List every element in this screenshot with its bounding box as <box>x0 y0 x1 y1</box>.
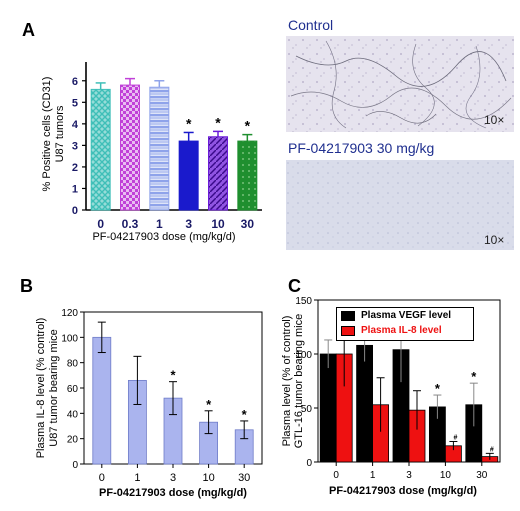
chart-b-y-tick-label: 40 <box>67 409 79 420</box>
chart-c-y-tick-label: 0 <box>306 458 312 469</box>
chart-c-x-tick-label: 10 <box>440 470 452 481</box>
chart-a-significance: * <box>215 114 221 130</box>
chart-a-x-tick-label: 10 <box>211 217 225 231</box>
chart-c-significance: # <box>490 446 494 453</box>
chart-a-xlabel: PF-04217903 dose (mg/kg/d) <box>92 231 235 243</box>
chart-b-x-tick-label: 1 <box>134 472 140 484</box>
chart-a-x-tick-label: 1 <box>156 217 163 231</box>
panel-b-letter: B <box>20 276 33 296</box>
chart-a-x-tick-label: 0 <box>97 217 104 231</box>
chart-a-ylabel: % Positive cells (CD31) <box>41 77 53 192</box>
panel-c-letter: C <box>288 276 301 296</box>
panel-a-letter: A <box>22 20 35 40</box>
chart-b-x-tick-label: 10 <box>202 472 214 484</box>
chart-b-y-tick-label: 60 <box>67 384 79 395</box>
chart-a-y-tick-label: 0 <box>72 205 78 217</box>
micrograph-control-title: Control <box>288 17 334 33</box>
chart-c-significance: * <box>471 369 477 384</box>
legend-label-vegf: Plasma VEGF level <box>361 310 452 321</box>
chart-b-x-tick-label: 30 <box>238 472 250 484</box>
chart-c-x-tick-label: 30 <box>476 470 488 481</box>
micrograph-treated-image <box>286 160 514 250</box>
micrograph-control-image <box>286 36 514 132</box>
legend-label-il8: Plasma IL-8 level <box>361 325 442 336</box>
chart-a-x-tick-label: 0.3 <box>122 217 139 231</box>
chart-a-significance: * <box>245 118 251 134</box>
chart-c-legend: Plasma VEGF level Plasma IL-8 level <box>336 307 474 341</box>
chart-b-xlabel: PF-04217903 dose (mg/kg/d) <box>99 487 247 499</box>
chart-c-y-tick-label: 50 <box>301 404 313 415</box>
chart-c-bar-vegf <box>319 353 337 463</box>
micrograph-treated-mag: 10× <box>484 233 505 247</box>
chart-b-y-tick-label: 120 <box>61 308 78 319</box>
chart-a-ylabel-2: U87 tumors <box>54 105 66 162</box>
chart-c-x-tick-label: 1 <box>370 470 376 481</box>
micrograph-treated-title: PF-04217903 30 mg/kg <box>288 140 435 156</box>
chart-b-y-tick-label: 0 <box>72 460 78 471</box>
legend-swatch-vegf <box>341 310 355 321</box>
chart-a-y-tick-label: 3 <box>72 140 78 152</box>
chart-b-ylabel-2: U87 tumor bearing mice <box>48 329 60 446</box>
chart-c-bar-vegf <box>356 344 374 463</box>
chart-c-y-tick-label: 100 <box>295 350 312 361</box>
chart-c-xlabel: PF-04217903 dose (mg/kg/d) <box>329 485 477 497</box>
chart-a-x-tick-label: 3 <box>185 217 192 231</box>
chart-c-ylabel-2: GTL-16 tumor bearing mice <box>293 314 305 449</box>
micrograph-treated <box>286 160 514 250</box>
chart-c-x-tick-label: 3 <box>406 470 412 481</box>
chart-b-y-tick-label: 80 <box>67 359 79 370</box>
chart-c-ylabel: Plasma level (% of control) <box>281 316 293 447</box>
chart-b-y-tick-label: 20 <box>67 435 79 446</box>
chart-a-y-tick-label: 5 <box>72 97 78 109</box>
chart-a-y-tick-label: 6 <box>72 76 78 88</box>
chart-a-y-tick-label: 4 <box>72 119 79 131</box>
chart-b-y-tick-label: 100 <box>61 333 78 344</box>
micrograph-control <box>286 36 514 132</box>
chart-c-y-tick-label: 150 <box>295 296 312 307</box>
chart-a-significance: * <box>186 115 192 131</box>
chart-b-x-tick-label: 0 <box>99 472 105 484</box>
legend-swatch-il8 <box>341 325 355 336</box>
chart-a-y-tick-label: 2 <box>72 162 78 174</box>
chart-a-y-tick-label: 1 <box>72 183 78 195</box>
chart-c-x-tick-label: 0 <box>333 470 339 481</box>
chart-b-ylabel: Plasma IL-8 level (% control) <box>35 318 47 459</box>
chart-a-x-tick-label: 30 <box>241 217 255 231</box>
micrograph-control-mag: 10× <box>484 113 505 127</box>
legend-item-vegf: Plasma VEGF level <box>341 308 473 323</box>
chart-b-significance: * <box>242 407 248 422</box>
chart-b-x-tick-label: 3 <box>170 472 176 484</box>
legend-item-il8: Plasma IL-8 level <box>341 323 473 338</box>
chart-c-significance: * <box>435 381 441 396</box>
chart-c-significance: # <box>453 434 457 441</box>
chart-b-significance: * <box>170 368 176 383</box>
chart-b-significance: * <box>206 397 212 412</box>
